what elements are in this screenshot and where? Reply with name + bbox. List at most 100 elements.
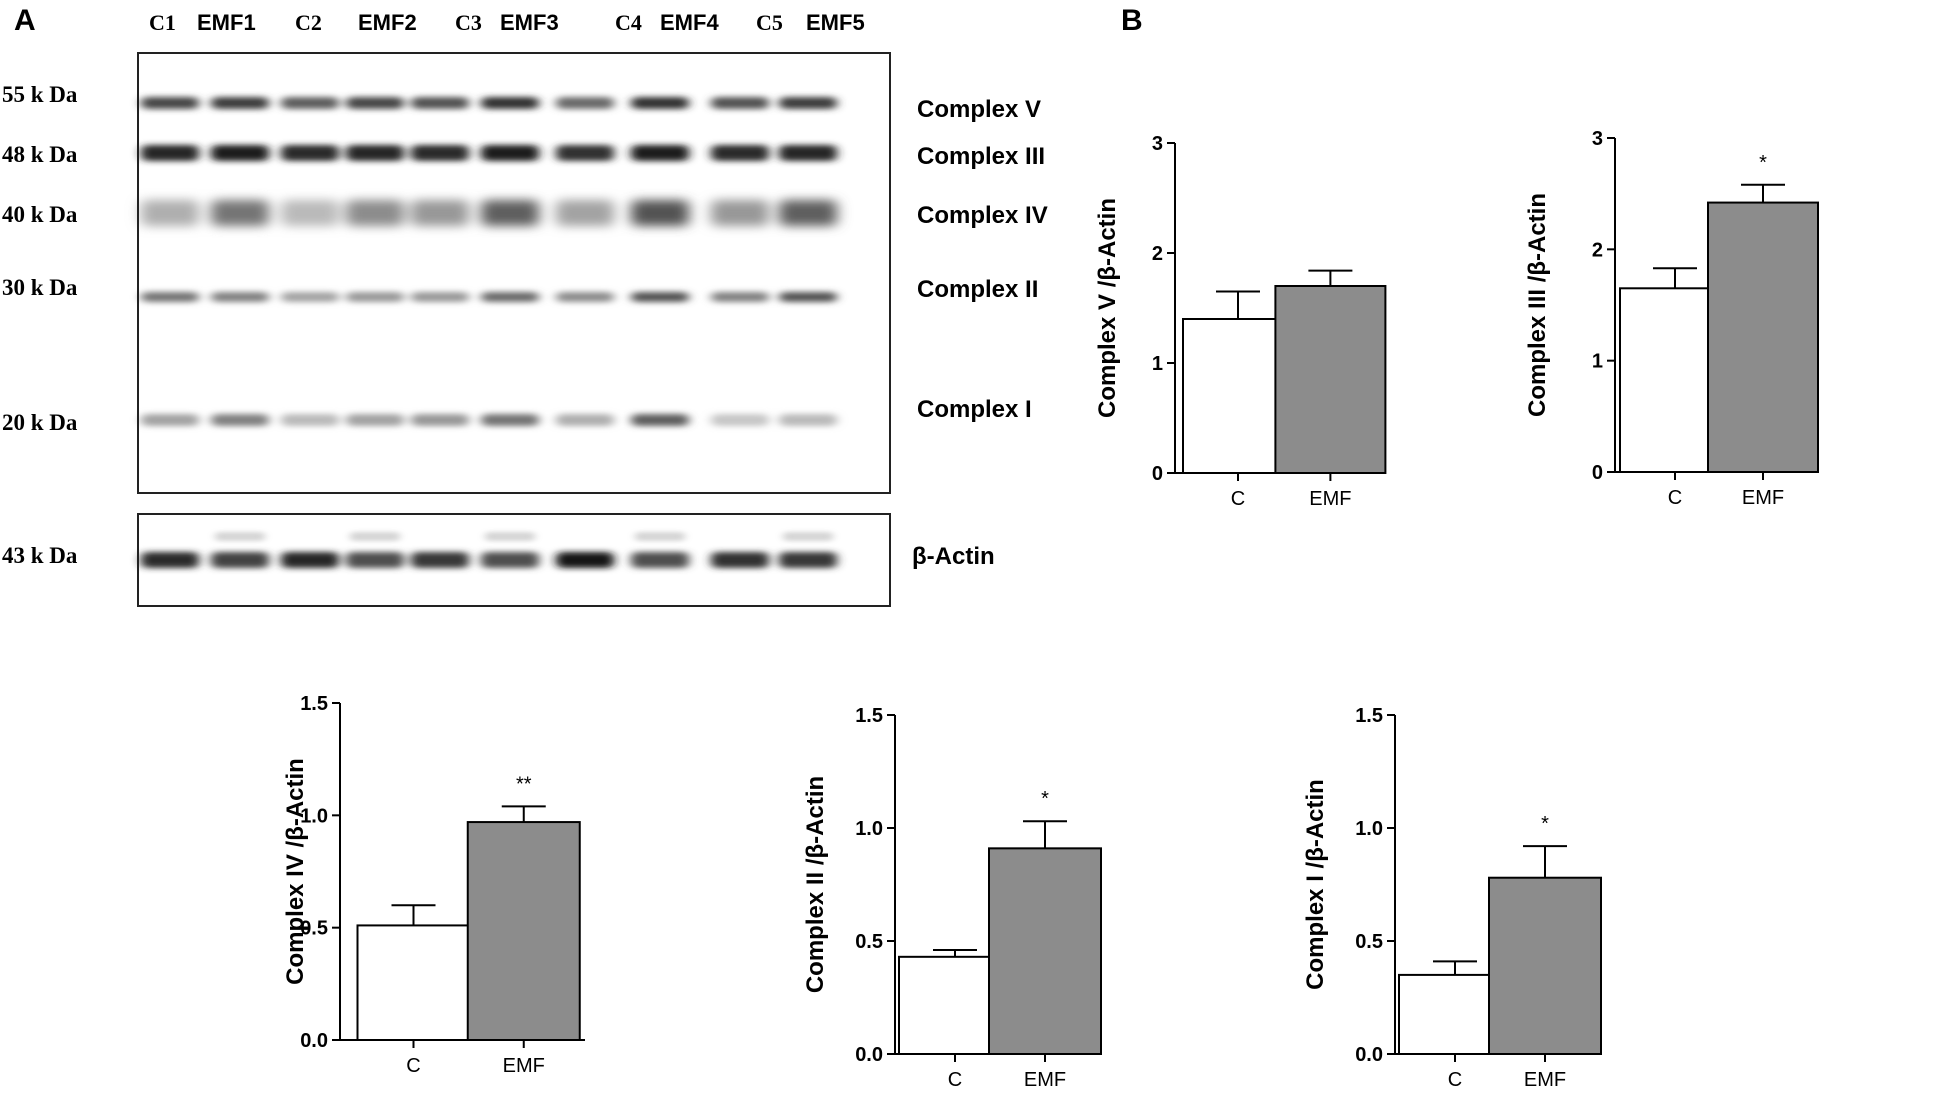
y-tick-label: 0.5 <box>300 918 328 940</box>
bar-emf <box>988 847 1102 1055</box>
band-complex-ii <box>141 292 199 302</box>
chart-complex-v: 0 1 2 3 C EMF Complex V /β-Actin <box>1094 133 1387 510</box>
y-tick-label: 2 <box>1152 243 1163 265</box>
band-complex-i <box>281 414 339 426</box>
band-complex-iv <box>779 200 837 226</box>
band-faint <box>215 532 265 541</box>
band-complex-v <box>556 97 614 109</box>
x-tick-label: EMF <box>1524 1069 1566 1091</box>
band-beta-actin <box>346 552 404 568</box>
band-complex-iv <box>481 200 539 226</box>
band-complex-iii <box>556 145 614 161</box>
band-complex-v <box>631 97 689 109</box>
bar-emf <box>466 821 581 1041</box>
significance-marker: * <box>1541 813 1549 835</box>
mw-marker: 43 k Da <box>2 543 78 568</box>
band-complex-i <box>711 414 769 426</box>
band-beta-actin <box>141 552 199 568</box>
band-beta-actin <box>779 552 837 568</box>
y-tick-label: 0.5 <box>855 931 883 953</box>
blot-main-panel <box>141 97 837 426</box>
y-tick-label: 3 <box>1592 128 1603 150</box>
bar-emf <box>1707 201 1819 473</box>
lane-label: EMF4 <box>660 10 719 35</box>
bar-c <box>356 924 471 1041</box>
band-complex-ii <box>411 292 469 302</box>
chart-complex-ii: 0.0 0.5 1.0 1.5 C EMF * Complex II /β-Actin <box>802 705 1102 1091</box>
band-complex-iii <box>411 145 469 161</box>
complex-label: Complex II <box>917 276 1039 303</box>
band-complex-iii <box>711 145 769 161</box>
band-beta-actin <box>481 552 539 568</box>
y-tick-label: 0.0 <box>855 1044 883 1066</box>
y-tick-label: 1.0 <box>855 818 883 840</box>
y-axis-label: Complex III /β-Actin <box>1524 193 1551 417</box>
blot-main-frame <box>137 52 891 494</box>
band-complex-v <box>411 97 469 109</box>
mw-marker: 30 k Da <box>2 275 78 300</box>
band-complex-i <box>211 414 269 426</box>
band-faint <box>350 532 400 541</box>
band-complex-ii <box>779 292 837 302</box>
band-complex-i <box>556 414 614 426</box>
band-complex-i <box>346 414 404 426</box>
y-axis-label: Complex I /β-Actin <box>1302 779 1329 990</box>
band-complex-iv <box>141 200 199 226</box>
lane-label: C4 <box>615 10 642 35</box>
y-tick-label: 1 <box>1592 351 1603 373</box>
lane-label: EMF1 <box>197 10 256 35</box>
y-tick-label: 0.0 <box>1355 1044 1383 1066</box>
lane-label: EMF3 <box>500 10 559 35</box>
x-tick-label: EMF <box>1309 488 1351 510</box>
band-complex-iii <box>141 145 199 161</box>
mw-marker: 55 k Da <box>2 82 78 107</box>
lane-label: EMF5 <box>806 10 865 35</box>
band-complex-i <box>631 414 689 426</box>
y-axis-label: Complex IV /β-Actin <box>285 758 309 985</box>
band-complex-i <box>779 414 837 426</box>
mw-marker: 20 k Da <box>2 410 78 435</box>
y-axis-label: Complex V /β-Actin <box>1094 198 1121 418</box>
band-beta-actin <box>211 552 269 568</box>
y-tick-label: 0 <box>1152 463 1163 485</box>
y-tick-label: 1.5 <box>1355 705 1383 727</box>
band-complex-iii <box>346 145 404 161</box>
y-tick-label: 1.0 <box>1355 818 1383 840</box>
x-tick-label: C <box>1448 1069 1462 1091</box>
significance-marker: ** <box>516 773 532 795</box>
chart-complex-iii: 0 1 2 3 C EMF * Complex III /β-Actin <box>1524 128 1819 509</box>
band-faint <box>485 532 535 541</box>
band-complex-iii <box>779 145 837 161</box>
mw-marker: 48 k Da <box>2 142 78 167</box>
band-complex-ii <box>211 292 269 302</box>
band-beta-actin <box>631 552 689 568</box>
significance-marker: * <box>1041 788 1049 810</box>
band-complex-iv <box>411 200 469 226</box>
band-complex-v <box>281 97 339 109</box>
significance-marker: * <box>1759 152 1767 174</box>
band-complex-ii <box>631 292 689 302</box>
band-beta-actin <box>556 552 614 568</box>
y-tick-label: 1.5 <box>300 693 328 715</box>
band-complex-v <box>211 97 269 109</box>
band-complex-v <box>711 97 769 109</box>
x-tick-label: EMF <box>1742 487 1784 509</box>
complex-label: Complex V <box>917 96 1042 123</box>
band-complex-i <box>481 414 539 426</box>
y-tick-label: 0.0 <box>300 1030 328 1052</box>
band-faint <box>635 532 685 541</box>
band-complex-ii <box>711 292 769 302</box>
band-beta-actin <box>711 552 769 568</box>
y-tick-label: 2 <box>1592 239 1603 261</box>
mw-marker: 40 k Da <box>2 202 78 227</box>
lane-label: C1 <box>149 10 176 35</box>
band-complex-iv <box>211 200 269 226</box>
y-tick-label: 0.5 <box>1355 931 1383 953</box>
complex-label: Complex I <box>917 396 1032 423</box>
band-complex-iv <box>711 200 769 226</box>
y-tick-label: 1 <box>1152 353 1163 375</box>
y-tick-label: 3 <box>1152 133 1163 155</box>
band-beta-actin <box>411 552 469 568</box>
band-complex-ii <box>281 292 339 302</box>
